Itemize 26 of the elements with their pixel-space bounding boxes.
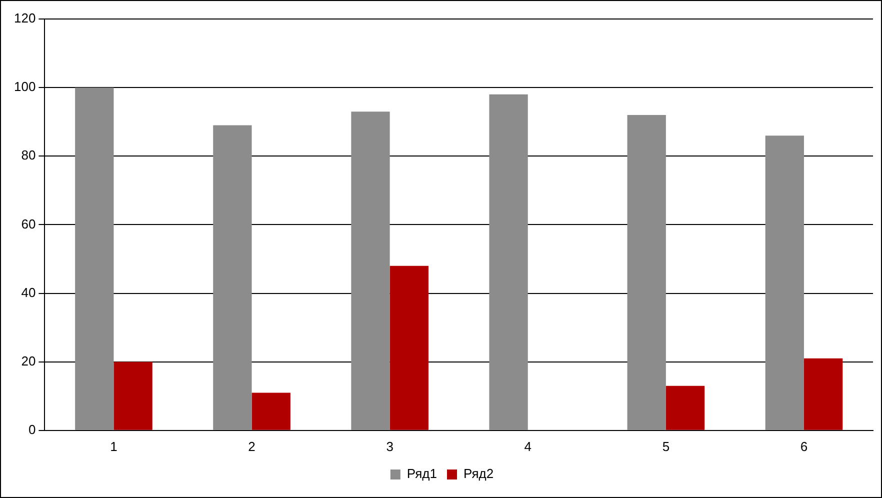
- y-tick-label: 0: [28, 422, 36, 437]
- x-tick-label: 5: [662, 438, 670, 454]
- bar: [252, 392, 290, 430]
- bar: [804, 358, 843, 430]
- y-tick-label: 100: [14, 79, 36, 94]
- y-tick-label: 20: [21, 353, 36, 368]
- y-tick-label: 80: [21, 148, 36, 163]
- bar: [627, 114, 666, 430]
- bar: [666, 386, 705, 430]
- bar: [75, 88, 114, 430]
- x-tick-label: 6: [800, 438, 808, 454]
- y-tick-label: 40: [21, 284, 36, 300]
- x-tick-label: 4: [524, 438, 532, 454]
- legend-label: Ряд1: [406, 466, 438, 482]
- x-tick-label: 3: [386, 438, 394, 454]
- bar: [114, 362, 152, 430]
- y-tick-label: 120: [14, 10, 36, 26]
- legend-label: Ряд2: [464, 466, 494, 482]
- x-tick-label: 1: [110, 438, 118, 454]
- bar: [765, 136, 804, 430]
- bar: [390, 266, 428, 430]
- bar: [213, 125, 252, 430]
- y-tick-label: 60: [21, 216, 36, 232]
- x-tick-label: 2: [248, 438, 256, 454]
- bar: [489, 94, 528, 430]
- bar: [351, 112, 390, 430]
